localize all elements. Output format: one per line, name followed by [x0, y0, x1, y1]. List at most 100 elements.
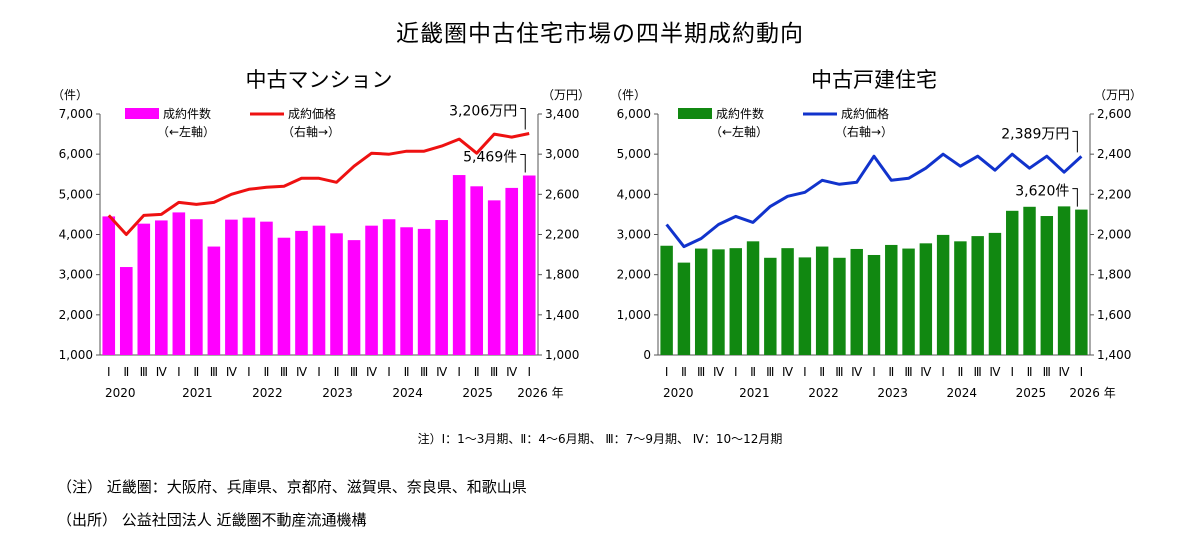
mansion-right-tick-label: 1,400	[545, 308, 579, 322]
house-bar	[936, 234, 950, 355]
mansion-quarter-label: Ⅱ	[404, 365, 410, 379]
house-left-tick-label: 2,000	[617, 268, 651, 282]
house-left-tick-label: 5,000	[617, 147, 651, 161]
mansion-right-unit: （万円）	[542, 88, 590, 102]
mansion-quarter-label: Ⅱ	[193, 365, 199, 379]
mansion-quarter-label: Ⅳ	[436, 365, 447, 379]
mansion-quarter-label: Ⅲ	[140, 365, 148, 379]
mansion-legend-line-note: （右軸→）	[282, 124, 340, 139]
mansion-bar	[225, 219, 238, 355]
house-bar	[729, 248, 742, 355]
house-price-annotation: 2,389万円	[1001, 126, 1069, 142]
house-right-unit: （万円）	[1094, 88, 1142, 102]
house-quarter-label: Ⅰ	[872, 365, 876, 379]
mansion-left-tick-label: 7,000	[59, 107, 93, 121]
house-bar	[1006, 210, 1019, 355]
house-year-label: 2026 年	[1069, 386, 1115, 400]
house-right-tick-label: 1,600	[1097, 308, 1131, 322]
mansion-bar	[155, 220, 168, 355]
house-legend-bar-note: （←左軸）	[710, 124, 768, 139]
house-quarter-label: Ⅲ	[697, 365, 705, 379]
region-note: （注） 近畿圏：大阪府、兵庫県、京都府、滋賀県、奈良県、和歌山県	[57, 478, 527, 496]
mansion-right-tick-label: 3,000	[545, 147, 579, 161]
house-bar	[694, 248, 708, 355]
mansion-bar	[400, 227, 413, 355]
house-bar	[1075, 209, 1088, 355]
house-bar	[677, 262, 691, 355]
house-bar	[781, 248, 794, 355]
mansion-left-tick-label: 6,000	[59, 147, 93, 161]
house-quarter-label: Ⅱ	[888, 365, 894, 379]
mansion-quarter-label: Ⅰ	[527, 365, 531, 379]
house-year-label: 2024	[946, 386, 977, 400]
mansion-bar	[382, 219, 396, 355]
house-count-annotation: 3,620件	[1015, 184, 1069, 200]
mansion-bar	[207, 246, 221, 355]
mansion-bar	[172, 212, 186, 355]
mansion-year-label: 2026 年	[517, 386, 563, 400]
house-quarter-label: Ⅱ	[1027, 365, 1033, 379]
house-price-leader	[1072, 130, 1078, 153]
house-left-unit: （件）	[610, 88, 646, 102]
mansion-count-leader	[520, 153, 526, 173]
mansion-bar	[137, 223, 151, 355]
house-right-tick-label: 2,200	[1097, 187, 1131, 201]
house-right-tick-label: 2,600	[1097, 107, 1131, 121]
mansion-quarter-label: Ⅲ	[490, 365, 498, 379]
house-legend-bar-swatch	[678, 108, 712, 119]
mansion-legend-bar-swatch	[125, 108, 159, 119]
mansion-year-label: 2022	[252, 386, 283, 400]
mansion-quarter-label: Ⅲ	[210, 365, 218, 379]
house-legend-bar-name: 成約件数	[716, 106, 764, 121]
mansion-quarter-label: Ⅳ	[366, 365, 377, 379]
house-bar	[867, 254, 881, 355]
mansion-chart-title: 中古マンション	[246, 68, 393, 92]
house-quarter-label: Ⅳ	[1059, 365, 1070, 379]
mansion-bar	[347, 240, 361, 355]
mansion-quarter-label: Ⅱ	[263, 365, 269, 379]
mansion-right-tick-label: 3,400	[545, 107, 579, 121]
house-bar	[919, 243, 933, 355]
mansion-right-tick-label: 1,000	[545, 348, 579, 362]
mansion-right-tick-label: 1,800	[545, 268, 579, 282]
house-right-tick-label: 1,800	[1097, 268, 1131, 282]
mansion-quarter-label: Ⅱ	[123, 365, 129, 379]
house-quarter-label: Ⅱ	[681, 365, 687, 379]
mansion-quarter-label: Ⅳ	[156, 365, 167, 379]
mansion-bar	[522, 175, 536, 355]
mansion-quarter-label: Ⅰ	[247, 365, 251, 379]
house-bar	[850, 248, 863, 355]
mansion-year-label: 2021	[182, 386, 213, 400]
main-title: 近畿圏中古住宅市場の四半期成約動向	[396, 21, 804, 47]
house-bar	[815, 246, 829, 355]
mansion-bar	[330, 233, 343, 355]
mansion-chart: 中古マンション （件） （万円） 1,000 2,000 3,000 4,000 5,000 6…	[52, 68, 590, 400]
house-quarter-label: Ⅲ	[974, 365, 982, 379]
house-quarter-label: Ⅳ	[989, 365, 1000, 379]
mansion-bar	[119, 267, 133, 355]
house-count-leader	[1072, 188, 1078, 207]
mansion-quarter-label: Ⅱ	[334, 365, 340, 379]
house-year-label: 2025	[1016, 386, 1047, 400]
house-quarter-label: Ⅰ	[941, 365, 945, 379]
house-right-tick-label: 1,400	[1097, 348, 1131, 362]
mansion-bar	[435, 220, 448, 355]
mansion-bar	[312, 225, 326, 355]
mansion-quarter-label: Ⅲ	[280, 365, 288, 379]
mansion-year-label: 2023	[322, 386, 353, 400]
mansion-bar	[470, 186, 483, 355]
house-quarter-label: Ⅳ	[782, 365, 793, 379]
house-left-tick-label: 3,000	[617, 228, 651, 242]
house-bar	[1023, 206, 1036, 355]
house-quarter-label: Ⅰ	[665, 365, 669, 379]
house-left-tick-label: 1,000	[617, 308, 651, 322]
house-legend-line-note: （右軸→）	[835, 124, 893, 139]
house-bar	[660, 245, 673, 355]
mansion-quarter-label: Ⅳ	[506, 365, 517, 379]
house-left-tick-label: 0	[643, 348, 651, 362]
mansion-quarter-label: Ⅱ	[474, 365, 480, 379]
mansion-quarter-label: Ⅳ	[226, 365, 237, 379]
house-right-tick-label: 2,000	[1097, 228, 1131, 242]
mansion-left-tick-label: 2,000	[59, 308, 93, 322]
mansion-quarter-label: Ⅰ	[457, 365, 461, 379]
